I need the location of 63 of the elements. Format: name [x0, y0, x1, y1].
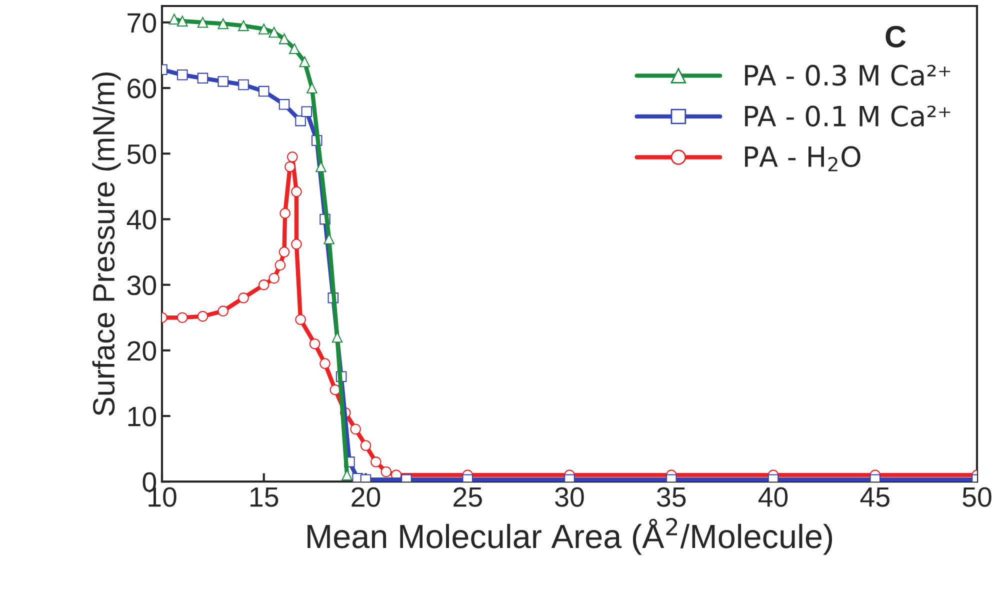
y-tick-label: 40 [126, 210, 156, 230]
point [168, 14, 180, 25]
point [289, 43, 300, 54]
y-tick-label: 70 [128, 13, 156, 33]
point [258, 279, 270, 290]
point [309, 338, 320, 350]
point [330, 384, 341, 396]
point [176, 312, 188, 323]
point [380, 466, 392, 478]
x-axis-title: Mean Molecular Area (Å$^{2}$/Molecule) [308, 518, 832, 555]
x-tick-label: 15 [250, 487, 278, 507]
point [278, 246, 290, 258]
annotation: C [886, 26, 906, 48]
y-tick-label: 50 [127, 144, 156, 164]
point [197, 17, 208, 28]
point [342, 470, 352, 480]
y-axis-title: Surface Pressure (mN/m) [92, 72, 121, 416]
point [295, 115, 306, 126]
x-tick-label: 45 [860, 487, 890, 507]
point [197, 310, 208, 322]
y-tick-label: 30 [127, 275, 156, 296]
point [197, 72, 208, 84]
point [295, 314, 306, 325]
point [301, 106, 312, 118]
y-tick-label: 10 [128, 406, 156, 426]
y-tick-label: 60 [128, 78, 156, 98]
point [278, 99, 290, 110]
point [176, 70, 188, 80]
point [350, 424, 361, 435]
point [238, 292, 249, 304]
point [370, 456, 382, 468]
point [291, 186, 302, 198]
point [274, 260, 286, 271]
point [218, 306, 229, 316]
point [280, 208, 290, 219]
point [324, 234, 334, 244]
y-tick-label: 20 [128, 341, 156, 361]
point [258, 24, 270, 34]
x-tick-label: 40 [758, 487, 788, 507]
point [268, 272, 280, 284]
point [218, 18, 229, 30]
point [306, 82, 318, 94]
x-tick-label: 50 [962, 487, 992, 507]
point [238, 20, 249, 32]
point [299, 56, 310, 68]
x-tick-label: 25 [454, 487, 482, 507]
x-tick-label: 30 [555, 487, 584, 507]
legend-label: PA - H$_{2}$O [745, 146, 860, 172]
point [278, 33, 290, 44]
point [176, 16, 188, 26]
point [320, 358, 330, 369]
point [268, 26, 280, 38]
point [291, 238, 302, 250]
legend-label: PA - 0.3 M Ca²⁺ [745, 64, 950, 86]
x-tick-label: 20 [352, 487, 380, 507]
point [238, 79, 249, 90]
point [360, 440, 372, 451]
point [287, 152, 298, 162]
point [284, 161, 296, 172]
legend-label: PA - 0.1 M Ca²⁺ [745, 106, 950, 127]
point [258, 86, 270, 97]
point [218, 76, 229, 87]
x-tick-label: 35 [656, 487, 686, 507]
